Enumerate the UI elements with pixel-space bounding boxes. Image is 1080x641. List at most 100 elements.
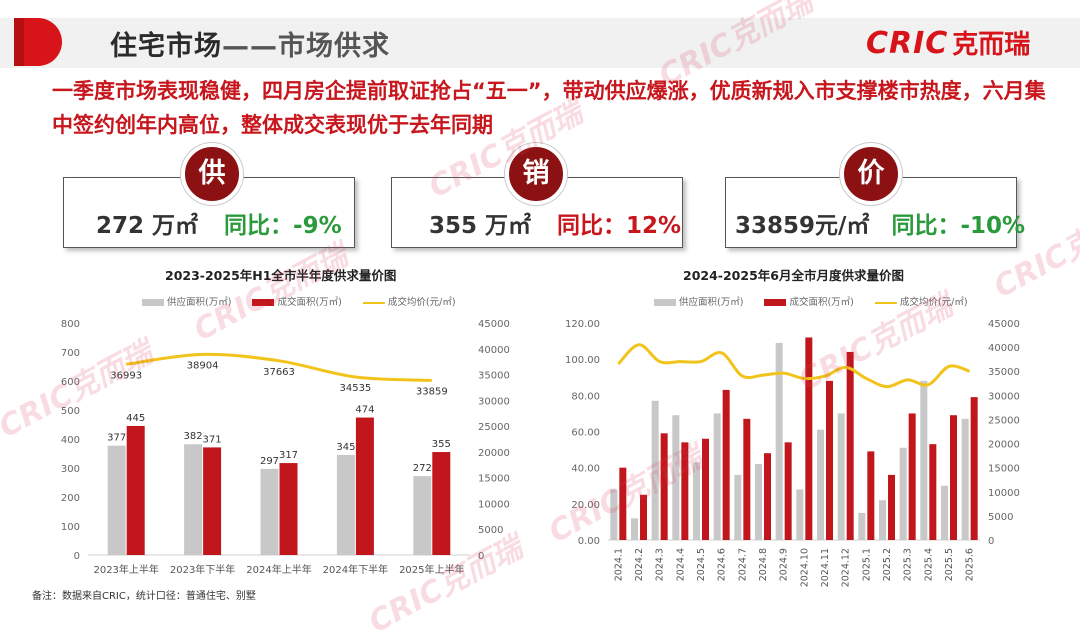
- legend2-label-supply: 供应面积(万㎡): [679, 297, 744, 308]
- bar-deal: [888, 474, 895, 540]
- price-line: [617, 343, 971, 389]
- bar-supply: [775, 342, 783, 540]
- kpi-price-value: 33859元/㎡: [735, 213, 870, 239]
- legend-label-price: 成交均价(元/㎡): [387, 297, 456, 308]
- x-tick-label: 2025.5: [944, 548, 955, 581]
- chart2-legend: 供应面积(万㎡) 成交面积(万㎡) 成交均价(元/㎡): [654, 294, 986, 308]
- bar-supply: [920, 380, 928, 540]
- legend2-label-deal: 成交面积(万㎡): [789, 297, 854, 308]
- data-label-price: 37663: [263, 367, 295, 378]
- legend-label-supply: 供应面积(万㎡): [167, 297, 232, 308]
- bar-supply: [734, 474, 742, 540]
- data-label-deal: 445: [126, 413, 145, 424]
- bar-supply: [693, 462, 700, 540]
- bar-deal: [950, 415, 957, 540]
- y-left-tick-label: 700: [61, 348, 80, 359]
- y-left-tick-label: 20.00: [571, 500, 600, 511]
- bar-supply: [755, 464, 762, 540]
- y-left-tick-label: 100.00: [565, 355, 600, 366]
- y-left-tick-label: 600: [61, 377, 80, 388]
- logo-d-icon: [14, 18, 62, 66]
- bar-deal: [432, 452, 451, 555]
- y-left-tick-label: 400: [61, 435, 80, 446]
- y-right-tick-label: 40000: [478, 345, 510, 356]
- bar-supply: [837, 413, 845, 540]
- x-tick-label: 2024.12: [841, 548, 852, 587]
- y-right-tick-label: 45000: [988, 319, 1020, 330]
- y-right-tick-label: 30000: [988, 391, 1020, 402]
- kpi-sales: 355 万㎡ 同比：12%: [429, 206, 681, 240]
- y-right-tick-label: 30000: [478, 396, 510, 407]
- legend-item-deal: 成交面积(万㎡): [252, 297, 342, 308]
- bar-deal: [660, 433, 668, 540]
- data-label-supply: 345: [336, 442, 355, 453]
- x-tick-label: 2025.2: [882, 548, 893, 581]
- title-main: 住宅市场: [110, 31, 222, 62]
- x-tick-label: 2024.10: [799, 548, 810, 587]
- legend2-label-price: 成交均价(元/㎡): [899, 297, 968, 308]
- data-label-supply: 377: [107, 433, 126, 444]
- legend-item-supply: 供应面积(万㎡): [142, 297, 231, 308]
- kpi-badge-supply: 供: [181, 143, 243, 205]
- kpi-badge-price: 价: [840, 143, 902, 205]
- data-label-price: 34535: [339, 383, 371, 394]
- x-tick-label: 2024.11: [820, 548, 831, 587]
- x-tick-label: 2024年上半年: [246, 563, 311, 576]
- bar-deal: [764, 453, 771, 540]
- x-tick-label: 2025.6: [965, 548, 976, 581]
- kpi-supply-yoy: 同比：-9%: [224, 213, 342, 239]
- bar-deal: [681, 442, 689, 540]
- bar-supply: [961, 418, 969, 540]
- bar-supply: [336, 454, 355, 555]
- brand-cn: 克而瑞: [952, 30, 1031, 60]
- chart2-svg: 0.00 20.00 40.00 60.00 80.00 100.00 120.00 0 500…: [565, 319, 1020, 587]
- bar-deal: [279, 463, 298, 555]
- bar-supply: [107, 445, 126, 555]
- x-tick-label: 2024.5: [696, 548, 707, 581]
- y-right-tick-label: 0: [478, 551, 484, 562]
- y-right-tick-label: 20000: [988, 440, 1020, 451]
- chart2-title: 2024-2025年6月全市月度供求量价图: [683, 268, 904, 283]
- y-right-tick-label: 25000: [988, 415, 1020, 426]
- bar-deal: [640, 494, 647, 540]
- y-left-tick-label: 0.00: [578, 536, 600, 547]
- bar-supply: [413, 476, 432, 555]
- chart1-title: 2023-2025年H1全市半年度供求量价图: [165, 268, 397, 283]
- y-right-tick-label: 35000: [988, 367, 1020, 378]
- data-label-price: 38904: [187, 360, 219, 371]
- y-right-tick-label: 35000: [478, 371, 510, 382]
- y-right-tick-label: 45000: [478, 319, 510, 330]
- y-left-tick-label: 0: [74, 551, 80, 562]
- y-right-tick-label: 0: [988, 536, 994, 547]
- data-label-price: 33859: [416, 386, 448, 397]
- y-right-tick-label: 25000: [478, 422, 510, 433]
- page-title: 住宅市场——市场供求: [110, 24, 390, 63]
- x-tick-label: 2024.9: [779, 548, 790, 581]
- legend2-item-price: 成交均价(元/㎡): [874, 297, 968, 308]
- kpi-supply: 272 万㎡ 同比：-9%: [96, 206, 342, 240]
- x-tick-label: 2024.4: [675, 548, 686, 581]
- brand-logo: CRIC 克而瑞: [866, 24, 1031, 61]
- y-right-tick-label: 5000: [988, 512, 1013, 523]
- bar-deal: [867, 451, 875, 540]
- price-line: [126, 352, 432, 382]
- x-tick-label: 2024.1: [613, 548, 624, 581]
- y-left-tick-label: 200: [61, 493, 80, 504]
- x-tick-label: 2024.6: [717, 548, 728, 581]
- y-right-tick-label: 5000: [478, 525, 503, 536]
- x-tick-label: 2023年下半年: [170, 563, 235, 576]
- y-left-tick-label: 300: [61, 464, 80, 475]
- y-right-tick-label: 40000: [988, 343, 1020, 354]
- legend-label-deal: 成交面积(万㎡): [277, 297, 342, 308]
- kpi-badge-sales: 销: [505, 143, 567, 205]
- chart1-legend: 供应面积(万㎡) 成交面积(万㎡) 成交均价(元/㎡): [142, 294, 474, 308]
- headline-text: 一季度市场表现稳健，四月房企提前取证抢占“五一”，带动供应爆涨，优质新规入市支撑…: [52, 79, 1046, 137]
- y-right-tick-label: 20000: [478, 448, 510, 459]
- x-tick-label: 2025.1: [861, 548, 872, 581]
- bar-deal: [702, 438, 709, 540]
- data-label-deal: 355: [432, 439, 451, 450]
- legend-item-price: 成交均价(元/㎡): [362, 297, 456, 308]
- bar-supply: [260, 468, 279, 555]
- x-tick-label: 2024.8: [758, 548, 769, 581]
- brand-latin: CRIC: [866, 26, 949, 61]
